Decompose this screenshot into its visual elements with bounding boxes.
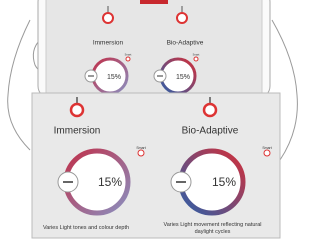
lamp-icon: [103, 13, 113, 23]
dial-value: 15%: [98, 175, 122, 189]
panel-title: Bio-Adaptive: [167, 40, 204, 47]
tablet-screen: [46, 0, 262, 96]
illustration: Immersion 15% Smart Bio-Adaptive 15% Sma…: [0, 0, 302, 244]
smart-toggle[interactable]: [126, 57, 130, 61]
smart-toggle[interactable]: [264, 150, 270, 156]
lamp-icon: [177, 13, 187, 23]
dial-value: 15%: [107, 74, 121, 81]
lamp-icon: [71, 104, 83, 116]
smart-toggle[interactable]: [194, 57, 198, 61]
panel-description: Varies Light tones and colour depth: [36, 225, 136, 232]
smart-label: Smart: [125, 54, 132, 57]
smart-toggle[interactable]: [138, 150, 144, 156]
smart-label: Smart: [262, 146, 271, 150]
dial-value: 15%: [176, 74, 190, 81]
top-bar: [140, 0, 168, 4]
panel-title: Immersion: [93, 40, 124, 47]
smart-label: Smart: [136, 146, 145, 150]
panel-description: Varies Light movement reflecting natural…: [160, 222, 265, 236]
smart-label: Smart: [193, 54, 200, 57]
page: Immersion 15% Smart Bio-Adaptive 15% Sma…: [0, 0, 302, 244]
lamp-icon: [204, 104, 216, 116]
panel-title: Bio-Adaptive: [182, 126, 239, 137]
panel-title: Immersion: [54, 126, 101, 137]
dial-value: 15%: [212, 175, 236, 189]
